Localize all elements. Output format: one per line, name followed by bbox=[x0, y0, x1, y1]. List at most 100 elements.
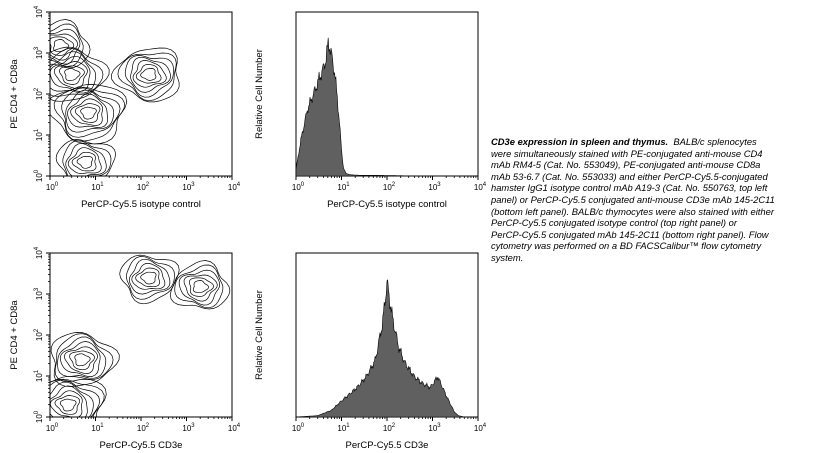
caption-line: system. bbox=[491, 251, 524, 263]
x-tick-label: 103 bbox=[182, 423, 195, 433]
x-tick-label: 104 bbox=[474, 182, 487, 192]
contour-line bbox=[119, 254, 180, 305]
contour-layer bbox=[50, 254, 231, 417]
contour-line bbox=[61, 87, 121, 138]
contour-line bbox=[50, 390, 83, 417]
x-tick-label: 100 bbox=[292, 182, 305, 192]
x-tick-label: 100 bbox=[292, 423, 305, 433]
contour-line bbox=[117, 52, 177, 102]
panel-top-right: 100 101 102 103 104 PerCP-Cy5.5 isotype contr… bbox=[254, 11, 487, 210]
contour-line bbox=[132, 60, 167, 88]
contour-line bbox=[64, 68, 81, 81]
contour-line bbox=[140, 271, 157, 285]
contour-line bbox=[50, 84, 128, 145]
contour-line bbox=[74, 103, 101, 123]
contour-line bbox=[188, 277, 214, 297]
contour-line bbox=[65, 143, 107, 176]
y-axis-label: PE CD4 + CD8a bbox=[9, 59, 20, 129]
y-axis-label: Relative Cell Number bbox=[254, 49, 265, 139]
x-tick-label: 104 bbox=[228, 423, 241, 433]
x-tick-label: 100 bbox=[46, 182, 59, 192]
contour-line bbox=[76, 156, 93, 169]
caption-line: panel) or PerCP-Cy5.5 conjugated anti-mo… bbox=[491, 193, 775, 205]
x-tick-label: 104 bbox=[474, 423, 487, 433]
caption-line-1: CD3e expression in spleen and thymus. BA… bbox=[491, 136, 821, 148]
x-tick-label: 101 bbox=[91, 423, 104, 433]
caption-line: (bottom left panel). BALB/c thymocytes w… bbox=[491, 205, 774, 217]
contour-line bbox=[50, 381, 94, 417]
caption-line: cytometry was performed on a BD FACSCali… bbox=[491, 240, 762, 252]
contour-line bbox=[178, 269, 221, 306]
contour-line bbox=[50, 33, 78, 61]
contour-line bbox=[50, 379, 101, 417]
x-axis-label: PerCP-Cy5.5 isotype control bbox=[327, 199, 447, 210]
histogram-area bbox=[296, 279, 478, 418]
caption-line: hamster IgG1 isotype control mAb A19-3 (… bbox=[491, 182, 768, 194]
contour-line bbox=[183, 274, 218, 302]
contour-line bbox=[50, 36, 75, 56]
x-tick-label: 103 bbox=[428, 423, 441, 433]
contour-line bbox=[59, 398, 77, 412]
contour-line bbox=[111, 47, 180, 103]
x-tick-label: 101 bbox=[337, 182, 350, 192]
contour-line bbox=[131, 263, 166, 290]
caption-line: mAb RM4-5 (Cat. No. 553049), PE-conjugat… bbox=[491, 159, 761, 171]
contour-line bbox=[67, 93, 108, 128]
x-tick-label: 101 bbox=[337, 423, 350, 433]
contour-line bbox=[174, 264, 224, 309]
contour-line bbox=[126, 256, 175, 300]
y-tick-label: 102 bbox=[34, 328, 44, 341]
x-tick-label: 102 bbox=[383, 423, 396, 433]
x-axis-label: PerCP-Cy5.5 CD3e bbox=[100, 440, 183, 451]
histogram-area bbox=[295, 37, 478, 177]
x-axis-label: PerCP-Cy5.5 CD3e bbox=[346, 440, 429, 451]
panel-top-left: 100 101 102 103 104 100 101 102 103 104 PerCP-Cy5.… bbox=[9, 5, 241, 210]
y-tick-label: 104 bbox=[34, 5, 44, 18]
contour-line bbox=[70, 98, 104, 126]
contour-line bbox=[64, 346, 98, 374]
contour-line bbox=[57, 336, 107, 379]
y-tick-label: 101 bbox=[34, 369, 44, 382]
panel-bottom-right: 100 101 102 103 104 PerCP-Cy5.5 CD3e Relative … bbox=[254, 252, 487, 451]
caption-line: were simultaneously stained with PE-conj… bbox=[491, 147, 763, 159]
contour-line bbox=[50, 385, 88, 417]
x-tick-label: 102 bbox=[137, 182, 150, 192]
x-tick-label: 103 bbox=[182, 182, 195, 192]
y-tick-label: 103 bbox=[34, 287, 44, 300]
caption-line: mAb 53-6.7 (Cat. No. 553033) and either … bbox=[491, 170, 768, 182]
y-tick-label: 100 bbox=[34, 169, 44, 182]
contour-line bbox=[130, 56, 171, 93]
contour-line bbox=[55, 139, 116, 176]
y-tick-label: 104 bbox=[34, 246, 44, 259]
contour-line bbox=[50, 375, 107, 417]
x-tick-label: 100 bbox=[46, 423, 59, 433]
caption-title: CD3e expression in spleen and thymus. bbox=[491, 136, 669, 147]
contour-line bbox=[192, 280, 209, 293]
contour-line bbox=[50, 46, 110, 102]
contour-line bbox=[124, 55, 174, 98]
contour-line bbox=[59, 341, 101, 377]
contour-layer bbox=[50, 19, 180, 176]
contour-line bbox=[53, 61, 88, 89]
figure-caption: CD3e expression in spleen and thymus. BA… bbox=[491, 136, 821, 264]
contour-line bbox=[53, 86, 125, 142]
x-tick-label: 103 bbox=[428, 182, 441, 192]
x-tick-label: 102 bbox=[383, 182, 396, 192]
contour-line bbox=[135, 64, 162, 84]
contour-line bbox=[50, 51, 97, 94]
contour-line bbox=[74, 353, 91, 367]
x-tick-label: 102 bbox=[137, 423, 150, 433]
x-tick-label: 104 bbox=[228, 182, 241, 192]
y-axis-label: Relative Cell Number bbox=[254, 290, 265, 380]
contour-line bbox=[140, 68, 157, 81]
contour-line bbox=[128, 258, 171, 295]
contour-line bbox=[50, 28, 81, 65]
contour-line bbox=[50, 378, 105, 417]
panel-bottom-left: 100 101 102 103 104 100 101 102 103 104 PerCP-Cy5.… bbox=[9, 246, 241, 451]
y-tick-label: 100 bbox=[34, 410, 44, 423]
contour-line bbox=[50, 23, 84, 68]
y-axis-label: PE CD4 + CD8a bbox=[9, 300, 20, 370]
caption-line: PerCP-Cy5.5 conjugated mAb 145-2C11 (bot… bbox=[491, 228, 769, 240]
contour-line bbox=[62, 140, 112, 176]
